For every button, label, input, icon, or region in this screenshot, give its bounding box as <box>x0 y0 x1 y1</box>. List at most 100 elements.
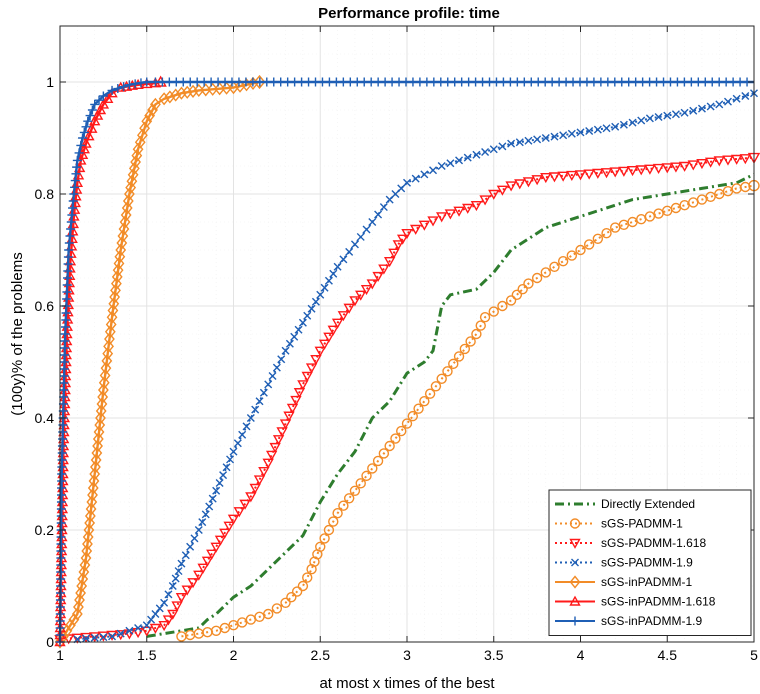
marker-triangle-down <box>635 165 647 176</box>
marker-circle <box>430 381 442 392</box>
marker-circle <box>319 533 330 544</box>
marker-triangle-down <box>626 165 639 177</box>
marker-diamond <box>95 404 107 418</box>
marker-plus <box>113 84 123 94</box>
marker-plus <box>87 105 97 115</box>
series-line <box>181 184 755 638</box>
marker-x <box>229 447 238 456</box>
marker-circle <box>523 278 534 289</box>
marker-diamond <box>108 297 120 311</box>
marker-diamond <box>117 229 129 243</box>
marker-triangle-up <box>91 109 104 120</box>
x-tick-label: 2 <box>230 647 238 663</box>
legend-label: sGS-PADMM-1.9 <box>601 556 693 570</box>
marker-x <box>208 494 217 503</box>
marker-x <box>420 170 429 179</box>
marker-plus <box>72 155 82 165</box>
marker-x <box>226 455 235 464</box>
marker-x <box>181 551 190 560</box>
marker-circle <box>497 300 508 312</box>
marker-triangle-down <box>305 363 318 374</box>
marker-x <box>281 346 290 355</box>
marker-diamond <box>101 354 113 368</box>
marker-plus <box>136 78 146 88</box>
marker-triangle-down <box>713 156 725 167</box>
marker-circle <box>424 388 436 399</box>
marker-diamond <box>127 168 139 182</box>
marker-x <box>489 145 498 154</box>
marker-triangle-down <box>223 521 235 532</box>
marker-triangle-down <box>201 556 214 567</box>
marker-triangle-down <box>548 172 561 183</box>
marker-x <box>212 486 221 495</box>
marker-x <box>671 110 680 119</box>
axis-ticks: 1 1.5 2 2.5 3 3.5 4 4.5 5 0 0.2 0.4 0.6 0.8 1 <box>35 26 758 663</box>
marker-x <box>362 225 371 234</box>
marker-diamond <box>73 600 84 614</box>
marker-circle <box>390 433 401 444</box>
marker-triangle-down <box>279 419 292 430</box>
marker-x <box>356 232 365 241</box>
marker-triangle-down <box>670 162 682 173</box>
marker-triangle-down <box>687 160 699 171</box>
marker-triangle-down <box>162 615 175 626</box>
marker-diamond <box>122 194 134 208</box>
marker-plus <box>85 111 95 121</box>
legend-item: sGS-PADMM-1 <box>555 517 683 531</box>
marker-circle <box>263 608 274 620</box>
marker-x <box>90 633 99 642</box>
marker-x <box>472 150 481 159</box>
marker-circle <box>286 592 297 603</box>
marker-x <box>379 203 388 212</box>
marker-x <box>320 283 329 292</box>
marker-circle <box>436 373 447 384</box>
marker-diamond <box>107 303 119 318</box>
legend-label: sGS-inPADMM-1.618 <box>601 595 716 609</box>
marker-plus <box>107 85 117 95</box>
marker-circle <box>471 328 482 340</box>
marker-circle <box>517 284 528 295</box>
marker-plus <box>94 95 104 105</box>
marker-x <box>437 162 446 170</box>
marker-diamond <box>88 474 100 488</box>
marker-circle <box>540 267 551 278</box>
marker-x <box>567 129 576 138</box>
marker-circle <box>323 524 335 536</box>
marker-circle <box>407 410 418 422</box>
marker-circle <box>384 440 395 452</box>
marker-triangle-down <box>97 631 110 642</box>
marker-plus <box>142 77 152 87</box>
marker-plus <box>90 99 100 109</box>
x-tick-label: 1 <box>56 647 64 663</box>
marker-circle <box>459 343 471 355</box>
marker-diamond <box>95 411 106 425</box>
marker-x <box>174 567 183 576</box>
marker-x <box>147 615 156 624</box>
marker-plus <box>74 148 84 158</box>
marker-triangle-up <box>78 143 90 154</box>
x-tick-label: 4.5 <box>658 647 678 663</box>
marker-triangle-down <box>566 170 578 182</box>
marker-circle <box>419 396 430 407</box>
marker-triangle-up <box>89 115 101 126</box>
marker-triangle-down <box>488 189 500 200</box>
marker-x <box>654 113 663 121</box>
marker-triangle-down <box>301 371 313 382</box>
marker-triangle-down <box>262 458 274 469</box>
chart-title: Performance profile: time <box>318 5 500 22</box>
marker-diamond <box>119 215 131 229</box>
x-tick-label: 1.5 <box>137 647 157 663</box>
marker-x <box>663 111 672 120</box>
marker-circle <box>349 485 361 496</box>
marker-x <box>99 633 108 642</box>
marker-triangle-up <box>80 137 92 148</box>
marker-diamond <box>181 85 193 99</box>
marker-x <box>268 372 277 380</box>
marker-triangle-down <box>378 264 390 275</box>
marker-diamond <box>113 256 125 271</box>
marker-triangle-down <box>383 257 396 268</box>
legend-item: sGS-inPADMM-1.618 <box>555 595 716 609</box>
marker-triangle-up <box>83 130 95 141</box>
marker-triangle-down <box>462 203 474 214</box>
marker-diamond <box>106 310 118 324</box>
